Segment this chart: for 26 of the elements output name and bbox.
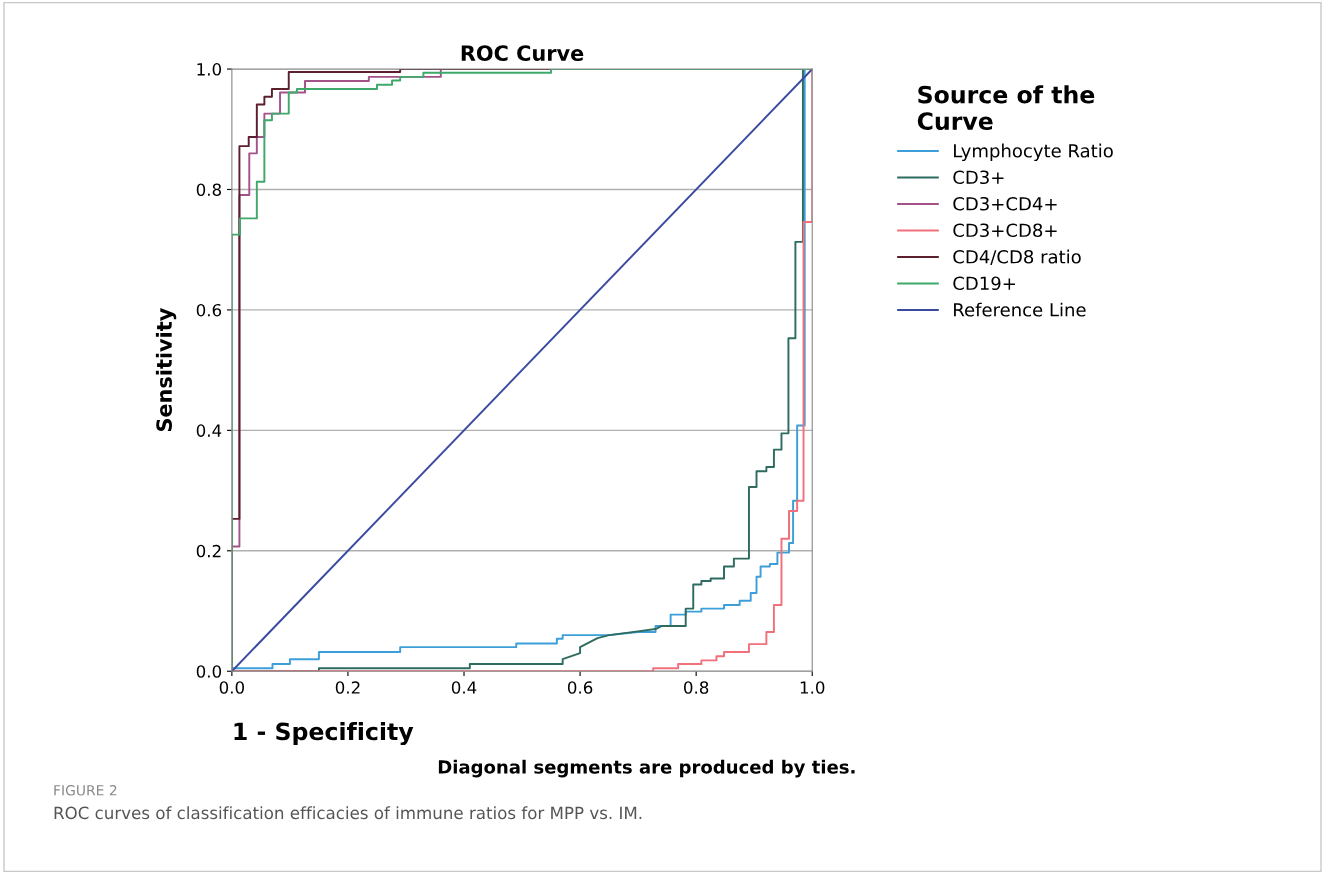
x-tick-label: 0.6 — [567, 681, 593, 694]
x-tick-label: 0.4 — [451, 681, 477, 694]
legend-label: CD3+CD4+ — [953, 196, 1057, 211]
legend-title: Source of the Curve — [917, 85, 1095, 131]
x-axis-title: 1 - Specificity — [234, 722, 414, 746]
legend-label: CD4/CD8 ratio — [953, 249, 1081, 266]
legend-label: CD3+CD8+ — [953, 223, 1057, 238]
x-tick-label: 0.0 — [219, 681, 245, 694]
chart-title: ROC Curve — [461, 45, 584, 62]
legend-label: Reference Line — [954, 302, 1086, 317]
x-tick-label: 0.2 — [335, 681, 360, 694]
caption: FIGURE 2 — [54, 785, 117, 796]
y-axis-title: Sensitivity — [155, 308, 177, 432]
x-tick-label: 0.8 — [684, 681, 709, 694]
y-tick-label: 0.0 — [196, 665, 222, 678]
x-tick-label: 1.0 — [800, 681, 825, 694]
y-tick-label: 0.6 — [196, 303, 222, 317]
y-tick-label: 1.0 — [197, 63, 222, 76]
text: Diagonal segments are produced by ties. — [438, 759, 855, 778]
text: ROC curves of classification efficacies of immune ratios for MPP vs. IM. — [54, 806, 642, 820]
legend-label: CD19+ — [953, 276, 1015, 291]
legend-label: Lymphocyte Ratio — [954, 143, 1113, 162]
y-tick-label: 0.4 — [196, 424, 222, 437]
legend-label: CD3+ — [953, 170, 1004, 185]
y-tick-label: 0.8 — [196, 183, 222, 197]
y-tick-label: 0.2 — [196, 544, 221, 558]
